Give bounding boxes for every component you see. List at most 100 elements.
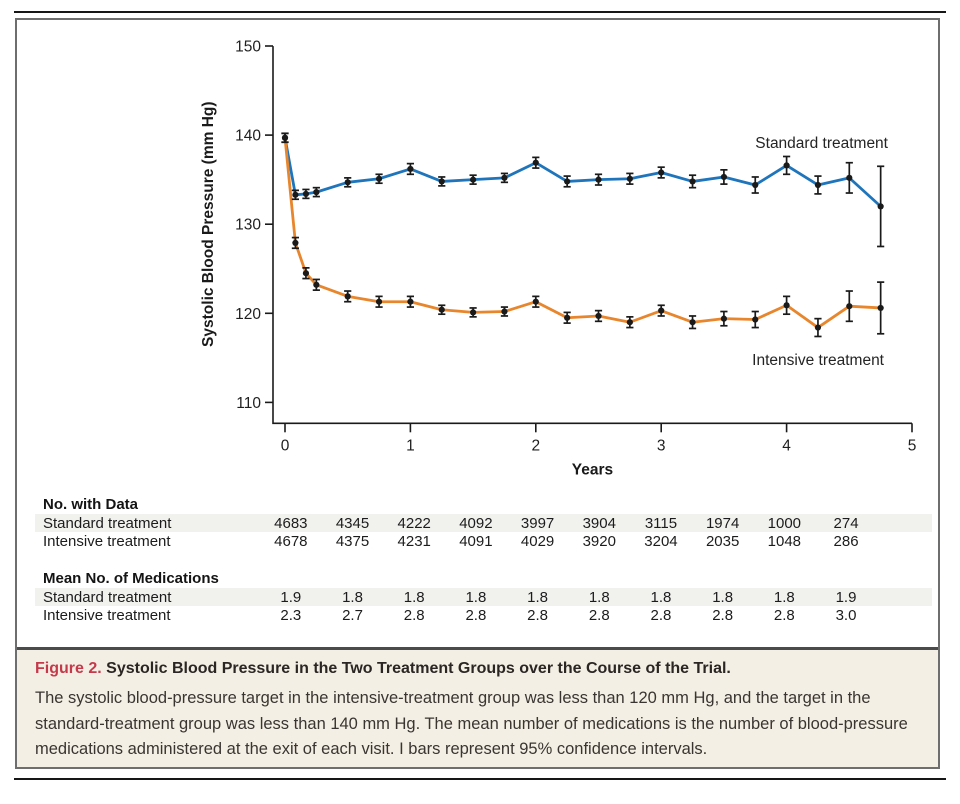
table-row: Standard treatment 4683 4345 4222 4092 3997 39… bbox=[35, 514, 932, 532]
data-point-marker bbox=[313, 189, 320, 196]
table-cell: 2.8 bbox=[712, 606, 734, 624]
x-tick-label: 4 bbox=[782, 437, 791, 454]
data-point-marker bbox=[752, 181, 759, 189]
table-cell: 3.0 bbox=[835, 606, 857, 624]
table-cell: 2035 bbox=[705, 532, 740, 550]
figure-title-text: Systolic Blood Pressure in the Two Treat… bbox=[106, 660, 731, 677]
table-no-with-data: No. with Data Standard treatment 4683 4345 4… bbox=[35, 496, 932, 550]
data-point-marker bbox=[532, 159, 539, 166]
data-point-marker bbox=[658, 169, 665, 176]
table-cell: 4029 bbox=[520, 532, 555, 550]
data-point-marker bbox=[375, 175, 383, 182]
y-tick-label: 140 bbox=[235, 128, 261, 145]
table-row: Intensive treatment 2.3 2.7 2.8 2.8 2.8 2.8 2.8… bbox=[35, 606, 932, 624]
table-cell: 2.8 bbox=[650, 606, 672, 624]
row-label: Intensive treatment bbox=[43, 606, 171, 624]
table-cell: 1.8 bbox=[465, 588, 487, 606]
table-cell: 2.3 bbox=[280, 606, 302, 624]
table-cell: 2.8 bbox=[403, 606, 425, 624]
table-cell: 1.9 bbox=[835, 588, 857, 606]
table-cell: 4222 bbox=[397, 514, 431, 532]
table-cell: 1974 bbox=[705, 514, 740, 532]
data-point-marker bbox=[292, 239, 299, 247]
table-cell: 2.8 bbox=[465, 606, 487, 624]
sbp-line-chart: 110 120 130 140 150 0 1 2 3 4 5 Years Systolic Blood… bbox=[200, 39, 917, 479]
caption-area: Figure 2. Systolic Blood Pressure in the… bbox=[17, 650, 938, 767]
row-label: Standard treatment bbox=[43, 514, 172, 532]
data-point-marker bbox=[720, 173, 728, 181]
data-point-marker bbox=[752, 316, 759, 323]
top-rule bbox=[14, 11, 946, 13]
table-cell: 3204 bbox=[644, 532, 678, 550]
figure-panel: 110 120 130 140 150 0 1 2 3 4 5 Years Systolic Blood… bbox=[15, 18, 940, 769]
table-cell: 1.8 bbox=[650, 588, 672, 606]
data-point-marker bbox=[877, 304, 884, 312]
table-cell: 3115 bbox=[644, 514, 678, 532]
data-point-marker bbox=[292, 191, 299, 198]
series-line-standard bbox=[283, 137, 882, 208]
row-label: Intensive treatment bbox=[43, 532, 171, 550]
x-tick-label: 1 bbox=[406, 437, 415, 454]
data-point-marker bbox=[344, 179, 351, 186]
data-point-marker bbox=[313, 281, 320, 288]
data-point-marker bbox=[814, 324, 822, 331]
table-heading: No. with Data bbox=[43, 496, 139, 513]
table-cell: 4345 bbox=[335, 514, 370, 532]
data-point-marker bbox=[407, 165, 414, 173]
caption-body: The systolic blood-pressure target in th… bbox=[35, 689, 908, 758]
table-heading: Mean No. of Medications bbox=[43, 570, 219, 587]
data-point-marker bbox=[302, 190, 310, 198]
data-point-marker bbox=[281, 134, 289, 141]
figure-number-label: Figure 2. bbox=[35, 660, 102, 677]
data-point-marker bbox=[689, 319, 696, 326]
data-point-marker bbox=[438, 306, 445, 313]
table-cell: 2.8 bbox=[773, 606, 795, 624]
table-row: Intensive treatment 4678 4375 4231 4091 4029 3… bbox=[35, 532, 932, 550]
legend-standard-treatment: Standard treatment bbox=[755, 135, 888, 152]
data-point-marker bbox=[689, 178, 696, 185]
table-cell: 2.8 bbox=[527, 606, 549, 624]
table-cell: 3920 bbox=[582, 532, 616, 550]
table-cell: 4092 bbox=[459, 514, 493, 532]
table-cell: 1.8 bbox=[773, 588, 795, 606]
table-cell: 2.8 bbox=[588, 606, 610, 624]
data-point-marker bbox=[532, 298, 539, 305]
data-point-marker bbox=[846, 174, 853, 181]
caption-divider bbox=[17, 647, 938, 650]
table-cell: 1.8 bbox=[712, 588, 734, 606]
data-point-marker bbox=[470, 309, 477, 316]
table-cell: 2.7 bbox=[342, 606, 363, 624]
data-point-marker bbox=[438, 178, 445, 185]
x-tick-label: 2 bbox=[531, 437, 540, 454]
y-tick-label: 150 bbox=[235, 39, 261, 56]
data-point-marker bbox=[407, 298, 414, 305]
data-point-marker bbox=[626, 175, 633, 182]
table-cell: 4231 bbox=[397, 532, 431, 550]
series-line-intensive bbox=[283, 137, 881, 329]
data-point-marker bbox=[720, 315, 728, 322]
table-cell: 3904 bbox=[582, 514, 616, 532]
table-cell: 4678 bbox=[274, 532, 308, 550]
legend-intensive-treatment: Intensive treatment bbox=[752, 352, 885, 369]
table-cell: 1.9 bbox=[280, 588, 302, 606]
x-axis-title: Years bbox=[572, 461, 613, 478]
data-point-marker bbox=[783, 302, 790, 309]
x-tick-label: 3 bbox=[657, 437, 666, 454]
data-point-marker bbox=[501, 308, 508, 315]
table-cell: 1.8 bbox=[403, 588, 425, 606]
table-mean-medications: Mean No. of Medications Standard treatmen… bbox=[35, 570, 932, 624]
data-point-marker bbox=[846, 303, 853, 310]
data-point-marker bbox=[595, 312, 602, 320]
table-row: Standard treatment 1.9 1.8 1.8 1.8 1.8 1.8 1.8 1… bbox=[35, 588, 932, 606]
data-point-marker bbox=[564, 314, 571, 321]
table-cell: 4091 bbox=[459, 532, 493, 550]
data-point-marker bbox=[626, 319, 633, 326]
data-point-marker bbox=[814, 181, 822, 189]
table-cell: 1048 bbox=[767, 532, 802, 550]
data-point-marker bbox=[501, 174, 508, 181]
table-cell: 4375 bbox=[335, 532, 370, 550]
axis-lines bbox=[272, 46, 912, 425]
table-cell: 286 bbox=[833, 532, 859, 550]
y-tick-label: 120 bbox=[235, 306, 261, 323]
x-tick-label: 5 bbox=[908, 437, 917, 454]
